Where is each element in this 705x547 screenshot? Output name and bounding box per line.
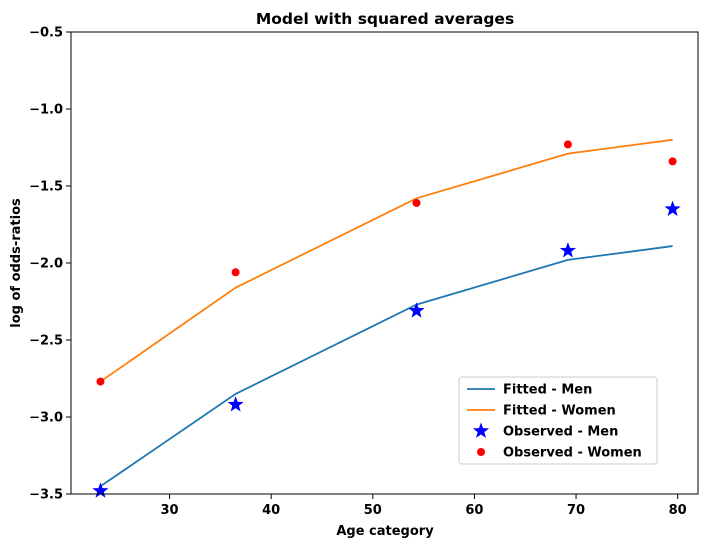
x-tick-label: 80	[669, 503, 687, 518]
observed-men-point	[227, 396, 244, 412]
y-axis-ticks: −3.5 −3.0 −2.5 −2.0 −1.5 −1.0 −0.5	[29, 26, 71, 503]
legend: Fitted - Men Fitted - Women Observed - Men…	[458, 376, 658, 465]
y-tick-label: −3.5	[29, 488, 63, 503]
x-tick-label: 60	[465, 503, 483, 518]
x-tick-label: 50	[364, 503, 382, 518]
legend-box	[458, 376, 658, 465]
observed-men-point	[664, 200, 681, 216]
legend-label-fitted-men: Fitted - Men	[503, 383, 592, 398]
y-tick-label: −1.0	[29, 103, 63, 118]
x-tick-label: 70	[567, 503, 585, 518]
fitted-women-line	[99, 138, 673, 383]
y-tick-label: −3.0	[29, 411, 63, 426]
legend-swatch-observed-men	[472, 422, 490, 438]
observed-women-point	[412, 198, 421, 207]
observed-women-point	[96, 377, 105, 386]
observed-women-point	[231, 268, 240, 277]
legend-label-fitted-women: Fitted - Women	[503, 404, 616, 419]
y-tick-label: −0.5	[29, 26, 63, 41]
x-tick-label: 30	[161, 503, 179, 518]
chart-title: Model with squared averages	[256, 10, 514, 28]
plot-markers	[92, 140, 681, 498]
observed-women-point	[668, 157, 677, 166]
legend-swatch-observed-women	[477, 448, 485, 456]
observed-men-point	[559, 242, 577, 258]
observed-men-point	[92, 482, 109, 498]
legend-label-observed-women: Observed - Women	[503, 446, 642, 461]
observed-women-point	[563, 140, 572, 149]
legend-label-observed-men: Observed - Men	[503, 425, 618, 440]
y-tick-label: −2.0	[29, 257, 63, 272]
y-tick-label: −2.5	[29, 334, 63, 349]
observed-men-point	[408, 302, 425, 318]
x-tick-label: 40	[262, 503, 280, 518]
y-axis-label: log of odds-ratios	[9, 198, 24, 328]
x-axis-ticks: 30 40 50 60 70 80	[161, 494, 687, 518]
y-tick-label: −1.5	[29, 180, 63, 195]
x-axis-label: Age category	[336, 524, 434, 539]
